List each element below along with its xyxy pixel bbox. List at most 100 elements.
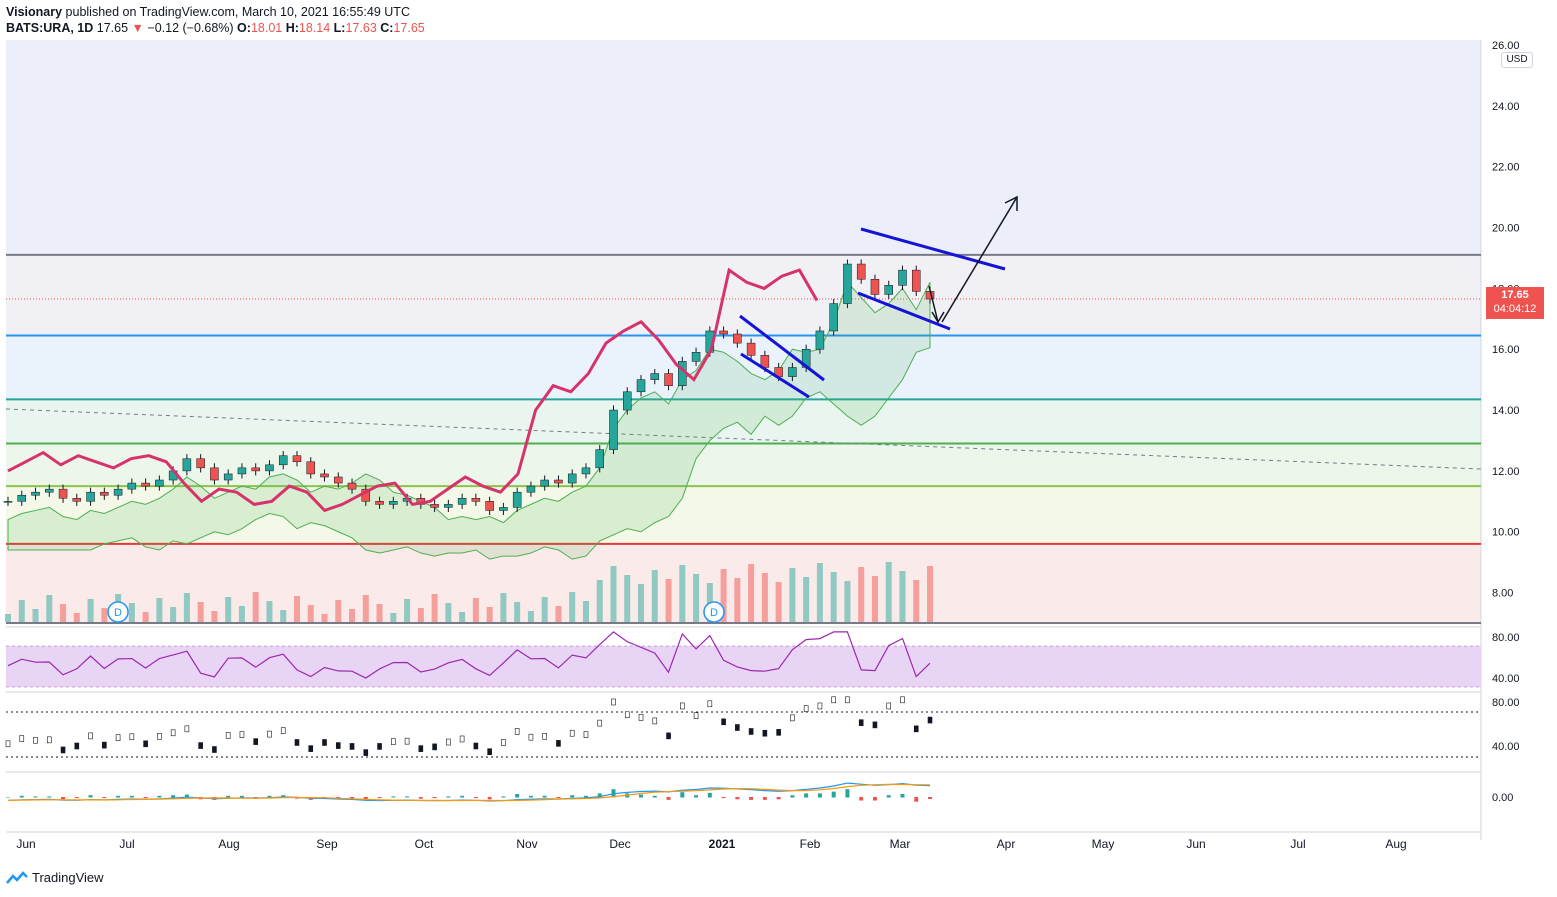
volume-bar <box>734 578 741 622</box>
candle-body <box>898 269 907 286</box>
y-tick-label: 8.00 <box>1492 588 1513 600</box>
osc-bar <box>294 739 300 746</box>
candle-body <box>884 285 893 295</box>
macd-histogram-bar <box>501 796 506 798</box>
volume-bar <box>913 580 920 622</box>
macd-histogram-bar <box>33 796 38 798</box>
y-tick-label: 16.00 <box>1492 344 1520 356</box>
osc-bar <box>913 725 919 733</box>
symbol-label[interactable]: BATS:URA, 1D <box>6 21 94 35</box>
volume-bar <box>404 599 411 622</box>
x-tick-label: Jul <box>119 837 134 851</box>
candle <box>733 329 742 348</box>
macd-histogram-bar <box>666 797 671 800</box>
volume-bar <box>569 592 576 622</box>
volume-bar <box>693 574 700 622</box>
candle <box>457 493 467 509</box>
chart-canvas[interactable]: 26.0024.0022.0020.0018.0016.0014.0012.00… <box>0 40 1557 862</box>
candle <box>196 454 205 473</box>
badge-countdown: 04:04:12 <box>1493 303 1537 315</box>
dividend-marker: D <box>703 601 725 623</box>
volume-bar <box>651 570 658 622</box>
osc-tick-label: 80.00 <box>1492 697 1520 709</box>
osc-bar <box>308 745 314 752</box>
candle-body <box>306 461 315 475</box>
projection-arrow-up <box>941 196 1018 323</box>
volume-bar <box>582 601 589 622</box>
macd-histogram-bar <box>872 797 877 801</box>
volume-bar <box>748 564 755 622</box>
candle-body <box>347 482 357 490</box>
macd-histogram-bar <box>350 797 355 799</box>
volume-bar <box>459 612 466 622</box>
x-tick-label: Jun <box>16 837 35 851</box>
volume-bar <box>197 602 204 622</box>
volume-bar <box>183 593 190 622</box>
candle <box>856 259 866 284</box>
candle-body <box>457 498 467 505</box>
osc-bar <box>776 729 781 736</box>
volume-bar <box>720 569 727 622</box>
x-tick-label: Feb <box>800 837 821 851</box>
osc-bar <box>886 702 892 710</box>
arrow-head-down-icon <box>931 311 945 324</box>
candle <box>843 259 852 309</box>
candle-body <box>595 449 604 469</box>
macd-histogram-bar <box>184 794 189 798</box>
candle-body <box>554 479 563 484</box>
candle-body <box>113 488 123 496</box>
candle <box>540 475 549 491</box>
chart-header: Visionary published on TradingView.com, … <box>6 4 425 36</box>
macd-histogram-bar <box>749 797 754 800</box>
candle-body <box>444 504 453 508</box>
candle-body <box>829 303 838 332</box>
macd-histogram-bar <box>928 797 932 799</box>
osc-bar <box>501 739 506 746</box>
macd-histogram-bar <box>116 795 121 798</box>
footer-brand[interactable]: TradingView <box>6 870 104 885</box>
candle <box>278 451 288 470</box>
candle-body <box>223 473 233 481</box>
candle-body <box>196 458 205 469</box>
osc-bar <box>198 742 203 749</box>
candle <box>389 496 398 509</box>
candle <box>526 481 536 497</box>
candle <box>347 478 357 494</box>
currency-badge[interactable]: USD <box>1501 52 1533 68</box>
osc-bar <box>322 739 327 746</box>
osc-bar <box>624 711 630 719</box>
volume-bar <box>486 607 493 622</box>
candle-body <box>3 501 13 503</box>
y-tick-label: 24.00 <box>1492 101 1520 113</box>
volume-bar <box>803 577 810 622</box>
macd-histogram-bar <box>226 795 231 798</box>
volume-bar <box>927 566 933 622</box>
macd-histogram-bar <box>570 795 575 798</box>
candle-body <box>843 263 852 304</box>
osc-bar <box>638 714 644 721</box>
macd-histogram-bar <box>129 795 134 798</box>
volume-bar <box>211 611 218 622</box>
osc-bar <box>693 712 699 719</box>
volume-bar <box>761 573 768 622</box>
price-zone <box>6 543 1481 623</box>
osc-bar <box>253 738 259 745</box>
macd-histogram-bar <box>47 796 52 798</box>
macd-histogram-bar <box>515 794 520 798</box>
candle <box>884 280 893 300</box>
osc-bar <box>418 745 424 752</box>
down-arrow-icon: ▼ <box>131 21 144 35</box>
publisher-name[interactable]: Visionary <box>6 5 63 19</box>
brand-name: TradingView <box>32 870 104 885</box>
ichimoku-cloud <box>7 281 931 560</box>
volume-bar <box>5 614 11 622</box>
osc-bar <box>762 729 768 737</box>
candle-body <box>334 476 343 484</box>
osc-bar <box>803 705 809 712</box>
candle-body <box>141 482 150 487</box>
macd-histogram-bar <box>446 796 451 798</box>
candle-body <box>31 491 40 496</box>
price-axis <box>1481 40 1557 830</box>
osc-bar <box>157 733 162 740</box>
macd-histogram-bar <box>707 792 712 798</box>
